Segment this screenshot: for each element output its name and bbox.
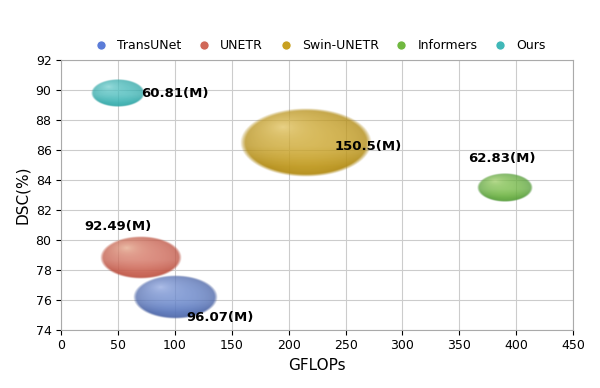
Legend: TransUNet, UNETR, Swin-UNETR, Informers, Ours: TransUNet, UNETR, Swin-UNETR, Informers,…: [83, 34, 551, 57]
X-axis label: GFLOPs: GFLOPs: [289, 358, 346, 373]
Text: 62.83(M): 62.83(M): [469, 152, 536, 165]
Y-axis label: DSC(%): DSC(%): [15, 166, 30, 224]
Text: 60.81(M): 60.81(M): [141, 87, 208, 100]
Text: 92.49(M): 92.49(M): [84, 220, 151, 233]
Text: 96.07(M): 96.07(M): [187, 311, 254, 324]
Text: 150.5(M): 150.5(M): [334, 140, 401, 154]
